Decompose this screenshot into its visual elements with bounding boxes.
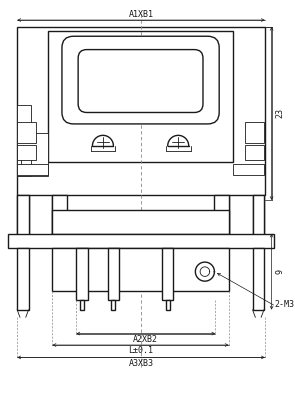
Bar (253, 248, 264, 310)
Bar (108, 248, 119, 300)
Bar (245, 145, 264, 160)
Text: L±0.1: L±0.1 (128, 346, 153, 355)
Bar (48, 31, 233, 162)
Bar (21, 148, 32, 167)
Bar (245, 122, 264, 143)
Bar (53, 210, 229, 233)
Bar (214, 195, 229, 238)
Bar (17, 27, 265, 195)
Bar (233, 164, 264, 175)
FancyBboxPatch shape (78, 50, 203, 112)
Bar (17, 145, 36, 160)
Bar (76, 248, 88, 300)
Bar (253, 195, 264, 238)
Bar (17, 164, 48, 175)
Bar (166, 300, 170, 310)
Text: A1XB1: A1XB1 (129, 10, 153, 19)
Text: 2-M3: 2-M3 (274, 301, 294, 310)
Bar (8, 233, 273, 248)
Bar (53, 195, 67, 238)
Bar (17, 248, 29, 310)
Bar (112, 300, 115, 310)
FancyBboxPatch shape (62, 36, 219, 124)
Bar (53, 248, 229, 291)
Bar (162, 248, 173, 300)
Text: A2XB2: A2XB2 (133, 335, 158, 344)
Bar (17, 134, 48, 176)
Text: 9: 9 (276, 269, 284, 274)
Bar (17, 195, 29, 238)
Text: A3XB3: A3XB3 (129, 359, 153, 367)
Bar (17, 122, 36, 143)
Bar (17, 105, 32, 176)
Bar (80, 300, 84, 310)
Text: 23: 23 (276, 108, 284, 118)
